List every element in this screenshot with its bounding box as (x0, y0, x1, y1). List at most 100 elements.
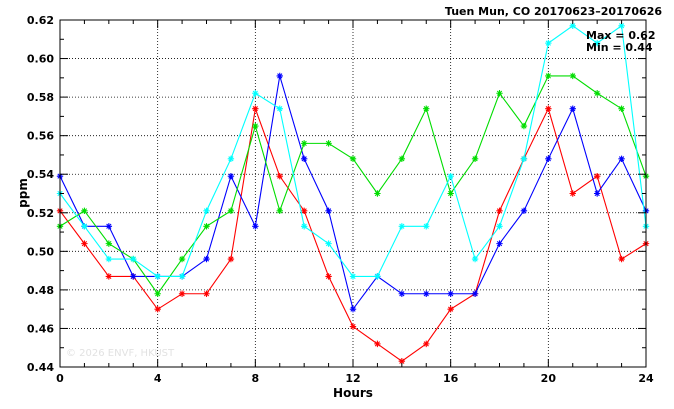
data-point-marker (203, 223, 210, 230)
data-point-marker (496, 240, 503, 247)
data-point-marker (105, 273, 113, 280)
data-point-marker (593, 172, 601, 180)
data-point-marker (227, 255, 235, 263)
data-point-marker (349, 323, 357, 330)
series-line (59, 75, 647, 295)
data-point-marker (618, 155, 625, 162)
data-point-marker (569, 190, 576, 197)
y-tick-label: 0.48 (27, 284, 54, 297)
data-point-marker (105, 255, 113, 263)
data-point-marker (618, 105, 625, 112)
data-point-marker (593, 90, 601, 97)
data-point-marker (154, 305, 161, 313)
data-point-marker (276, 172, 283, 180)
data-point-marker (398, 358, 406, 365)
y-tick-label: 0.52 (27, 207, 54, 220)
data-point-marker (569, 72, 576, 80)
data-point-marker (618, 255, 625, 263)
data-point-marker (593, 190, 601, 197)
data-point-marker (374, 273, 381, 280)
data-point-marker (300, 140, 308, 147)
data-point-marker (520, 122, 528, 130)
data-point-marker (520, 207, 528, 215)
data-point-marker (300, 223, 308, 230)
data-point-marker (349, 273, 357, 280)
data-point-marker (300, 155, 308, 162)
data-point-marker (569, 22, 576, 29)
data-point-marker (447, 290, 454, 297)
data-point-marker (178, 273, 186, 280)
data-point-marker (130, 273, 137, 280)
data-point-marker (252, 105, 259, 112)
data-point-marker (300, 207, 308, 215)
series-group (56, 22, 650, 365)
y-tick-label: 0.50 (27, 245, 54, 258)
data-point-marker (81, 240, 88, 247)
max-value-label: Max = 0.62 (586, 29, 655, 42)
chart-header-title: Tuen Mun, CO 20170623–20170626 (445, 5, 662, 18)
data-point-marker (398, 155, 406, 162)
data-point-marker (496, 90, 503, 97)
data-point-marker (252, 223, 259, 230)
data-point-marker (471, 290, 479, 297)
data-point-marker (374, 340, 381, 348)
data-point-marker (325, 140, 332, 147)
data-point-marker (227, 172, 235, 180)
x-tick-label: 8 (252, 372, 260, 385)
data-point-marker (178, 290, 186, 297)
data-point-marker (276, 105, 283, 112)
data-point-marker (496, 207, 503, 215)
data-point-marker (447, 172, 454, 180)
x-tick-label: 12 (345, 372, 360, 385)
data-point-marker (203, 207, 210, 215)
x-tick-label: 0 (56, 372, 64, 385)
data-point-marker (276, 207, 283, 215)
data-point-marker (325, 240, 332, 247)
data-point-marker (154, 273, 161, 280)
x-tick-label: 20 (541, 372, 557, 385)
x-axis-title: Hours (333, 386, 373, 400)
data-point-marker (423, 340, 430, 348)
data-point-marker (252, 90, 259, 97)
data-point-marker (374, 190, 381, 197)
data-point-marker (398, 223, 406, 230)
data-point-marker (447, 305, 454, 313)
data-point-marker (227, 207, 235, 215)
data-point-marker (325, 207, 332, 215)
data-point-marker (130, 255, 137, 263)
data-point-marker (423, 290, 430, 297)
data-point-marker (81, 223, 88, 230)
y-tick-label: 0.62 (27, 14, 54, 27)
y-tick-label: 0.56 (27, 130, 54, 143)
x-tick-label: 4 (154, 372, 162, 385)
series-line (59, 24, 647, 277)
y-tick-label: 0.60 (27, 53, 54, 66)
data-point-marker (471, 155, 479, 162)
data-point-marker (545, 105, 552, 112)
data-point-marker (81, 207, 88, 215)
x-tick-label: 24 (638, 372, 654, 385)
data-point-marker (349, 305, 357, 313)
data-point-marker (203, 255, 210, 263)
data-point-marker (203, 290, 210, 297)
y-tick-label: 0.46 (27, 322, 54, 335)
data-point-marker (178, 255, 186, 263)
data-point-marker (447, 190, 454, 197)
min-value-label: Min = 0.44 (586, 41, 653, 54)
data-point-marker (569, 105, 576, 112)
data-point-marker (227, 155, 235, 162)
axes: 0 4 8 12 16 20 24 0.44 0.46 0.48 0.50 0.52 0.54 0.56 0… (27, 14, 654, 385)
data-point-marker (593, 39, 601, 47)
data-point-marker (545, 72, 552, 80)
x-tick-label: 16 (443, 372, 459, 385)
data-point-marker (252, 122, 259, 130)
series-1 (56, 105, 650, 365)
data-point-marker (398, 290, 406, 297)
data-point-marker (496, 223, 503, 230)
data-point-marker (618, 22, 625, 29)
data-point-marker (520, 155, 528, 162)
data-point-marker (545, 39, 552, 47)
data-point-marker (276, 72, 283, 80)
data-point-marker (154, 290, 161, 297)
